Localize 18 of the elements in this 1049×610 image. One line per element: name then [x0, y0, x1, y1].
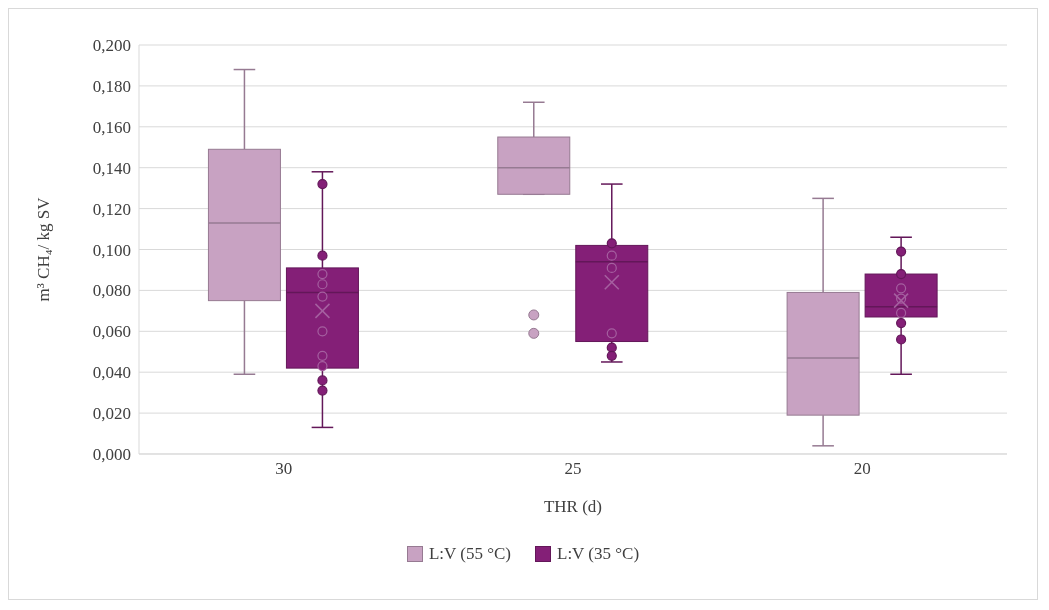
x-axis-title: THR (d): [543, 497, 603, 516]
y-tick-label: 0,120: [92, 199, 131, 219]
y-tick-label: 0,000: [92, 445, 131, 465]
y-tick-label: 0,180: [92, 76, 131, 96]
y-tick-label: 0,080: [92, 281, 131, 301]
y-tick-label: 0,040: [92, 363, 131, 383]
x-tick-label: 20: [853, 459, 871, 479]
y-tick-label: 0,020: [92, 404, 131, 424]
legend-label: L:V (35 °C): [557, 544, 640, 564]
y-tick-label: 0,100: [92, 240, 131, 260]
y-axis-title: m³ CH₄/ kg SV: [34, 196, 54, 302]
y-tick-label: 0,060: [92, 322, 131, 342]
y-tick-label: 0,200: [92, 36, 131, 56]
x-tick-label: 30: [275, 459, 293, 479]
legend-label: L:V (55 °C): [428, 544, 511, 564]
y-tick-label: 0,160: [92, 117, 131, 137]
y-tick-label: 0,140: [92, 158, 131, 178]
x-tick-label: 25: [564, 459, 582, 479]
